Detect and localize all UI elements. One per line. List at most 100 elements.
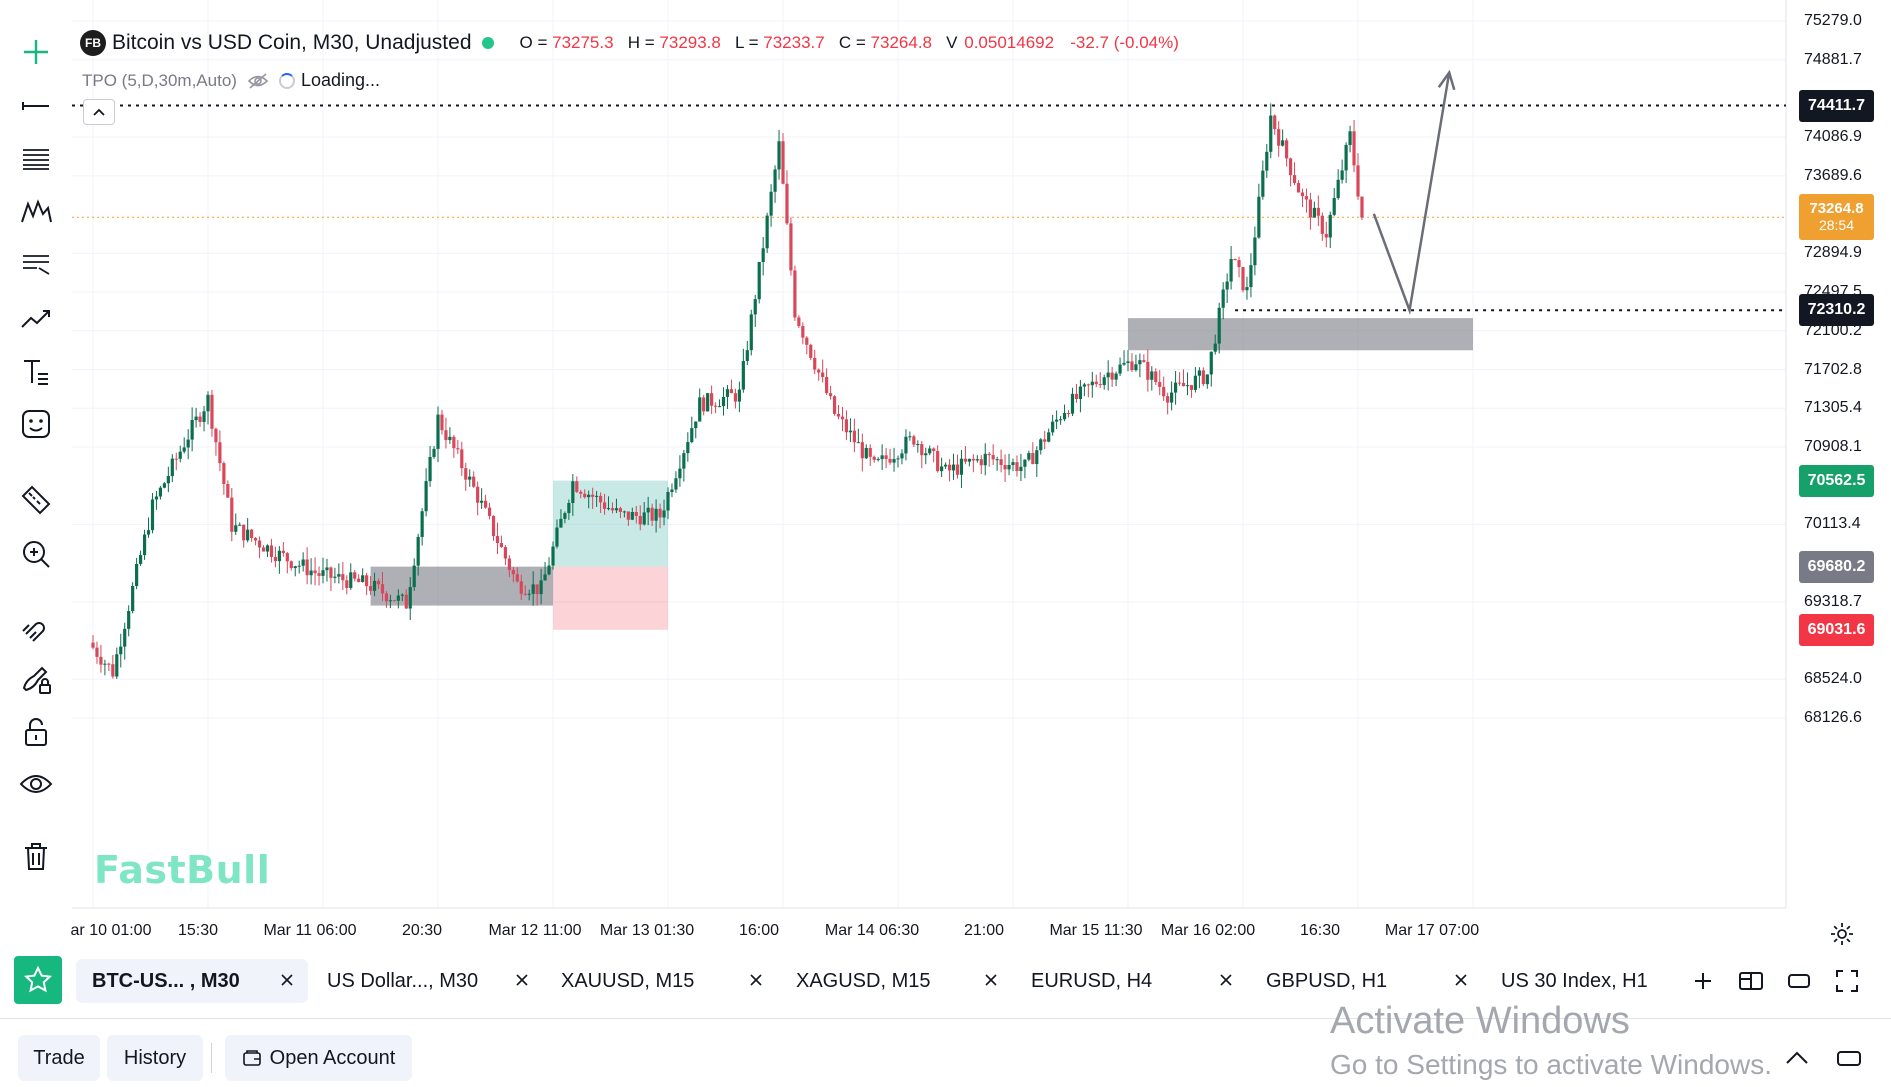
candle-down [380,584,385,594]
brush-lock-icon[interactable] [16,658,56,698]
open-account-button[interactable]: Open Account [225,1035,412,1081]
close-icon[interactable] [745,969,767,991]
favorites-button[interactable] [14,956,62,1004]
price-axis-label: 72894.9 [1804,244,1862,262]
candle-down [626,511,630,520]
candle-down [1086,384,1090,386]
lock-drawings-icon[interactable] [16,712,56,752]
close-icon[interactable] [1450,969,1472,991]
price-axis-label: 75279.0 [1804,12,1862,29]
collapse-legend-button[interactable] [83,99,115,125]
open-account-label: Open Account [269,1046,396,1069]
trend-line-icon[interactable] [16,298,56,338]
price-chart[interactable] [72,0,1792,950]
restore-window-icon[interactable] [1834,1043,1864,1073]
candle-down [610,508,615,511]
high-label: H = [627,33,655,52]
close-icon[interactable] [980,969,1002,991]
candle-down [1130,361,1134,371]
candle-down [825,376,829,394]
fib-channel-icon[interactable] [16,138,56,178]
single-window-icon[interactable] [1784,966,1814,996]
line-tool-icon[interactable] [16,86,56,126]
candle-up [904,436,908,454]
chart-settings-gear-icon[interactable] [1828,920,1856,948]
magnet-icon[interactable] [16,604,56,644]
candle-up [115,654,119,677]
emoji-sticker-icon[interactable] [16,404,56,444]
candle-up [1062,413,1067,420]
close-icon[interactable] [1215,969,1237,991]
chart-area[interactable] [72,0,1792,950]
candle-up [587,494,591,498]
candle-down [809,344,813,358]
candle-up [1173,382,1178,393]
candle-up [622,511,626,513]
candle-down [1074,393,1079,399]
tab-us-dollar[interactable]: US Dollar..., M30 [311,959,543,1003]
fullscreen-icon[interactable] [1832,966,1862,996]
price-axis-label: 71305.4 [1804,399,1862,417]
candle-down [1316,207,1320,216]
candle-down [1273,115,1277,130]
candle-down [618,508,623,512]
price-axis[interactable]: 75279.0 74881.7 74086.9 73689.6 72894.9 72497… [1792,0,1891,950]
divider [211,1043,212,1073]
close-label: C = [838,33,866,52]
history-button[interactable]: History [107,1035,203,1081]
candle-up [170,458,174,477]
candle-up [892,459,896,463]
add-tab-plus-icon[interactable] [1688,966,1718,996]
candle-up [416,536,420,566]
candle-up [567,503,571,514]
layout-split-icon[interactable] [1736,966,1766,996]
candle-down [476,486,480,503]
tab-us30-index[interactable]: US 30 Index, H1 [1485,959,1685,1003]
candle-down [376,580,381,585]
forecast-tool-icon[interactable] [16,244,56,284]
candle-up [1027,453,1031,460]
trash-icon[interactable] [16,836,56,876]
tab-btc-usd[interactable]: BTC-US... , M30 [76,959,308,1003]
position-target-price-tag: 70562.5 [1799,464,1874,497]
candle-up [432,448,436,457]
tab-xauusd[interactable]: XAUUSD, M15 [545,959,777,1003]
pattern-tool-icon[interactable] [16,192,56,232]
tab-gbpusd[interactable]: GBPUSD, H1 [1250,959,1482,1003]
candle-up [749,314,753,351]
tab-label: BTC-US... , M30 [92,969,240,992]
candle-down [868,448,872,457]
time-axis[interactable]: ar 10 01:00 15:30 Mar 11 06:00 20:30 Mar 12 … [71,912,1792,952]
candle-up [551,546,555,566]
candle-down [198,416,202,422]
candle-down [107,663,111,665]
candle-up [325,567,329,571]
hidden-eye-icon[interactable] [247,72,269,90]
candle-down [91,642,95,648]
candle-down [1201,370,1205,385]
candle-up [959,458,964,475]
high-level-price-tag-value: 74411.7 [1808,96,1865,114]
position-entry-price-tag: 69680.2 [1799,550,1874,583]
candle-up [265,545,270,552]
text-tool-icon[interactable] [16,352,56,392]
tab-eurusd[interactable]: EURUSD, H4 [1015,959,1247,1003]
symbol-title[interactable]: Bitcoin vs USD Coin, M30, Unadjusted [112,31,472,54]
ruler-icon[interactable] [16,480,56,520]
candle-down [638,516,642,525]
tab-xagusd[interactable]: XAGUSD, M15 [780,959,1012,1003]
candle-up [745,350,749,362]
zoom-in-icon[interactable] [16,534,56,574]
chevron-up-icon[interactable] [1782,1043,1812,1073]
candle-down [523,593,527,595]
crosshair-icon[interactable] [16,32,56,72]
close-icon[interactable] [276,969,298,991]
tpo-indicator-label[interactable]: TPO (5,D,30m,Auto) [82,70,237,90]
candle-down [313,570,317,574]
trade-button[interactable]: Trade [18,1035,100,1081]
candle-up [206,394,210,412]
close-icon[interactable] [511,969,533,991]
candle-up [666,491,670,511]
eye-visibility-icon[interactable] [16,764,56,804]
tab-label: EURUSD, H4 [1031,969,1153,992]
